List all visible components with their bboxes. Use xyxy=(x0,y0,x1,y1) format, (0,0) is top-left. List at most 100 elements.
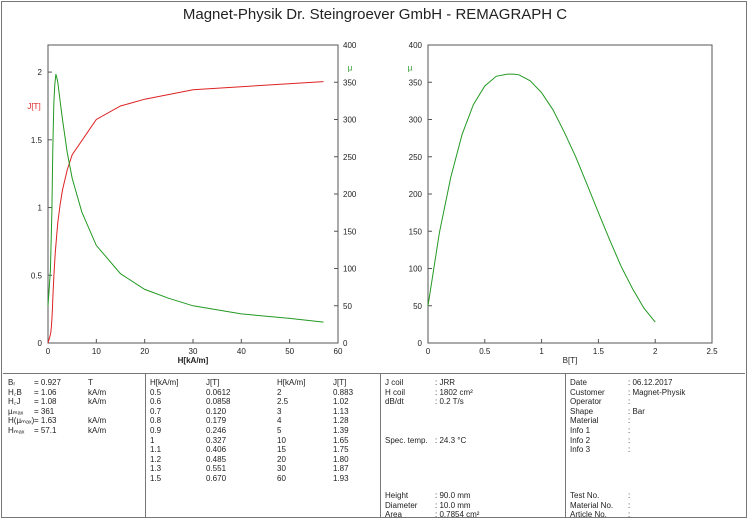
info-label: Shape xyxy=(570,406,594,416)
coil-label: dB/dt xyxy=(385,397,404,407)
y-left-tick-label: 0.5 xyxy=(31,271,43,280)
info-label: Info 1 xyxy=(570,426,591,435)
info-label: Material xyxy=(570,416,599,426)
h-value: 10 xyxy=(277,435,286,445)
h-value: 30 xyxy=(277,464,286,474)
j-value: 0.406 xyxy=(206,445,227,455)
j-value: 0.485 xyxy=(206,454,227,464)
param-value: = 57.1 xyxy=(34,426,57,435)
h-value: 1 xyxy=(150,435,155,445)
j-value: 0.670 xyxy=(206,474,227,483)
info-label: Date xyxy=(570,378,587,387)
h-value: 1.3 xyxy=(150,464,162,474)
j-value: 0.120 xyxy=(206,406,227,416)
magnetic-parameters: Bᵣ = 0.927 T H꜀B = 1.06 kA/m H꜀J = 1.08 kA/m µₘₐₓ… xyxy=(8,378,143,458)
param-label: µₘₐₓ xyxy=(8,406,24,416)
y-axis-label: µ xyxy=(408,63,413,72)
param-unit: kA/m xyxy=(88,387,107,397)
x-tick-label: 0.5 xyxy=(479,347,491,356)
j-value: 1.87 xyxy=(333,464,349,474)
x-tick-label: 1 xyxy=(539,347,544,356)
h-value: 1.1 xyxy=(150,445,162,455)
coil-label: H coil xyxy=(385,387,406,397)
y-tick-label: 50 xyxy=(413,302,422,311)
j-value: 1.80 xyxy=(333,454,349,464)
param-value: = 1.08 xyxy=(34,397,57,407)
report-title: Magnet-Physik Dr. Steingroever GmbH - RE… xyxy=(182,6,568,23)
info-value: : Bar xyxy=(628,406,645,416)
y-right-axis-label: µ xyxy=(348,63,353,72)
j-value: 0.179 xyxy=(206,416,227,426)
coil-value: : JRR xyxy=(435,378,455,387)
y-tick-label: 400 xyxy=(409,41,423,50)
info-value: : xyxy=(628,500,631,510)
info-label: Info 2 xyxy=(570,435,591,445)
sample-dim-value: : 0.7854 cm² xyxy=(435,510,480,520)
x-tick-label: 30 xyxy=(189,347,198,356)
y-right-tick-label: 100 xyxy=(343,265,357,274)
h-j-table: H[kA/m] J[T] H[kA/m] J[T] 0.5 0.0612 0.6 0.0858… xyxy=(150,378,378,490)
h-value: 3 xyxy=(277,406,282,416)
j-value: 0.0858 xyxy=(206,397,231,407)
h-value: 0.8 xyxy=(150,416,162,426)
x-axis-label: H[kA/m] xyxy=(178,356,209,365)
divider-params-hj xyxy=(145,373,146,518)
y-right-tick-label: 50 xyxy=(343,302,352,311)
chart-j-mu-vs-h: 0 10 20 30 40 50 6000.511.52050100150200250300… xyxy=(27,41,357,365)
param-value: = 1.63 xyxy=(34,416,57,426)
param-label: H꜀B xyxy=(8,387,22,397)
y-tick-label: 0 xyxy=(418,339,423,348)
plot-frame xyxy=(427,44,713,344)
h-value: 2.5 xyxy=(277,397,289,407)
info-value: : xyxy=(628,510,631,520)
j-value: 0.246 xyxy=(206,426,227,435)
spec-temp-value: : 24.3 °C xyxy=(435,435,467,445)
info-label: Article No. xyxy=(570,510,607,520)
x-tick-label: 50 xyxy=(285,347,294,356)
param-value: = 1.06 xyxy=(34,387,57,397)
x-tick-label: 0 xyxy=(46,347,51,356)
y-left-axis-label: J[T] xyxy=(27,102,40,111)
y-tick-label: 200 xyxy=(409,190,423,199)
param-unit: kA/m xyxy=(88,397,107,407)
h-value: 20 xyxy=(277,454,286,464)
y-right-tick-label: 400 xyxy=(343,41,357,50)
info-label: Material No. xyxy=(570,500,614,510)
param-value: = 361 xyxy=(34,406,55,416)
j-value: 0.0612 xyxy=(206,387,231,397)
j-value: 1.13 xyxy=(333,406,349,416)
h-value: 2 xyxy=(277,387,282,397)
h-value: 60 xyxy=(277,474,286,483)
y-left-tick-label: 2 xyxy=(38,68,43,77)
j-value: 1.75 xyxy=(333,445,349,455)
x-tick-label: 20 xyxy=(140,347,149,356)
h-header: H[kA/m] xyxy=(150,378,179,387)
param-unit: kA/m xyxy=(88,426,107,435)
y-tick-label: 100 xyxy=(409,265,423,274)
sample-dim-label: Area xyxy=(385,510,402,520)
x-tick-label: 10 xyxy=(92,347,101,356)
test-info: Date: 06.12.2017 Customer: Magnet-Physik O… xyxy=(570,378,745,520)
chart-mu-vs-b: 0 0.5 1 1.5 2 2.5 0 50 100 150 200 250 300 350 400 B[T]… xyxy=(408,41,718,365)
coil-and-sample-info: J coil: JRR H coil: 1802 cm² dB/dt: 0.2 T/… xyxy=(385,378,563,520)
h-value: 0.9 xyxy=(150,426,162,435)
series-mu-b-line xyxy=(427,73,656,323)
h-value: 1.2 xyxy=(150,454,162,464)
spec-temp-label: Spec. temp. xyxy=(385,435,428,445)
x-tick-label: 2 xyxy=(653,347,658,356)
series-mu-line xyxy=(47,73,324,323)
h-header: H[kA/m] xyxy=(277,378,306,387)
y-right-tick-label: 250 xyxy=(343,153,357,162)
coil-value: : 0.2 T/s xyxy=(435,397,464,407)
info-value: : xyxy=(628,426,631,435)
info-value: : 06.12.2017 xyxy=(628,378,673,387)
param-label: H(µₘₐₓ) xyxy=(8,416,35,426)
param-label: Hₘₐₓ xyxy=(8,426,25,435)
x-tick-label: 0 xyxy=(426,347,431,356)
y-left-tick-label: 1.5 xyxy=(31,136,43,145)
y-tick-label: 150 xyxy=(409,227,423,236)
info-value: : xyxy=(628,435,631,445)
coil-label: J coil xyxy=(385,378,404,387)
series-j-line xyxy=(47,81,324,344)
